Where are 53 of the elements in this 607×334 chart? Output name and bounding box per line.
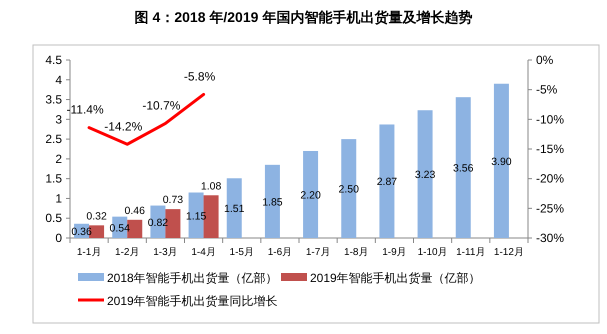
x-tick-label: 1-1月 [76,247,102,258]
y-tick-label: 0 [55,231,62,245]
data-label: 0.32 [86,210,107,222]
y-tick-label: 3 [55,112,62,126]
data-label: 1.85 [262,196,283,208]
x-tick-label: 1-12月 [494,247,524,258]
data-label: 1.08 [200,180,222,192]
data-label: 3.23 [414,169,436,182]
y2-tick-label: 0% [536,53,554,67]
data-label: 2.50 [338,184,360,196]
y2-tick-label: -20% [536,172,564,186]
data-label: 3.56 [453,162,474,175]
y-tick-label: 1 [55,191,62,206]
x-tick-label: 1-4月 [191,247,216,258]
y2-tick-label: -25% [536,201,564,216]
y-tick-label: 4 [55,72,62,87]
x-tick-label: 1-3月 [153,247,178,258]
x-tick-label: 1-10月 [418,247,448,258]
x-tick-label: 1-11月 [456,247,486,258]
x-tick-label: 1-2月 [115,247,140,258]
bar [379,124,394,238]
x-tick-label: 1-5月 [230,247,254,258]
y-tick-label: 4.5 [45,53,62,67]
y-tick-label: 1.5 [45,172,62,186]
y2-tick-label: -5% [536,82,558,97]
y-tick-label: 2 [55,152,62,166]
legend-label: 2019年智能手机出货量（亿部） [310,271,481,285]
data-label: 0.46 [124,204,146,217]
data-label: -14.2% [104,119,143,134]
data-label: -5.8% [184,69,216,84]
legend-label: 2019年智能手机出货量同比增长 [107,294,278,308]
x-tick-label: 1-7月 [306,247,330,258]
data-label: 1.51 [224,203,245,216]
data-label: 3.90 [491,156,512,168]
y-tick-label: 3.5 [45,92,62,107]
x-tick-label: 1-6月 [268,247,292,258]
bar [341,139,356,238]
y-tick-label: 0.5 [45,211,62,226]
data-label: 2.20 [300,189,321,202]
y2-tick-label: -10% [536,112,564,126]
y2-tick-label: -30% [536,231,564,245]
x-tick-label: 1-8月 [344,247,368,258]
data-label: -10.7% [142,98,181,112]
y-tick-label: 2.5 [45,132,62,146]
data-label: 2.87 [376,176,398,188]
bar [456,97,471,238]
bar [226,178,242,238]
data-label: 0.73 [162,194,184,206]
data-label: -11.4% [66,102,104,117]
legend-label: 2018年智能手机出货量（亿部） [107,271,278,285]
x-tick-label: 1-9月 [382,247,407,258]
y2-tick-label: -15% [536,142,564,156]
chart-title: 图 4：2018 年/2019 年国内智能手机出货量及增长趋势 [134,9,472,25]
